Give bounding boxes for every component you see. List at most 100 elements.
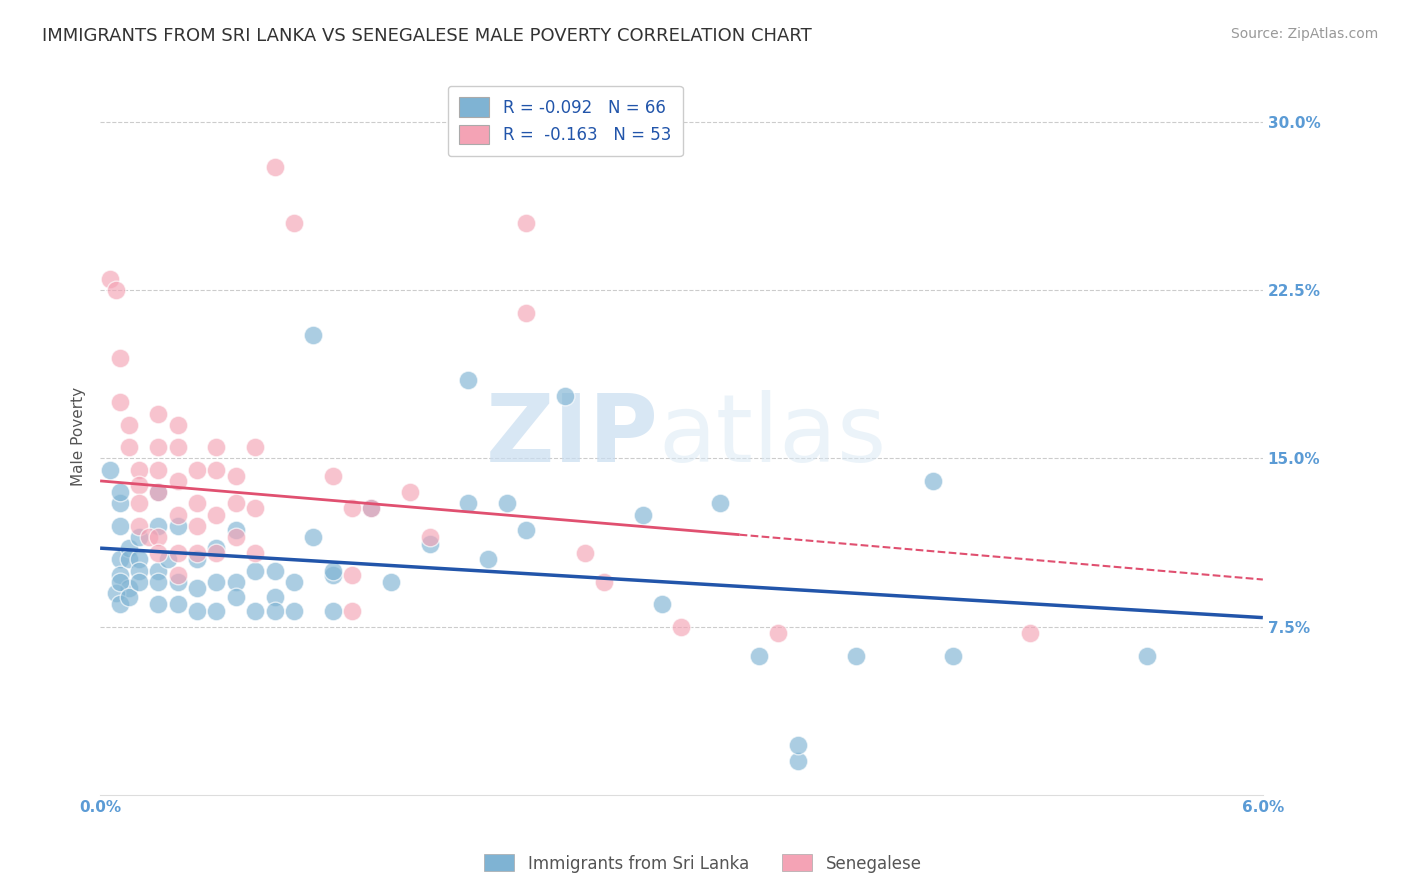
Point [786,754,808,768]
Point [128,518,150,533]
Point [128,574,150,589]
Point [108,518,131,533]
Point [148,485,170,500]
Point [148,564,170,578]
Point [138,530,160,544]
Point [419,536,441,550]
Point [225,469,247,483]
Point [186,604,208,618]
Point [148,530,170,544]
Point [166,568,188,582]
Point [148,597,170,611]
Point [118,541,141,556]
Point [1019,626,1042,640]
Point [186,496,208,510]
Point [340,500,363,515]
Text: IMMIGRANTS FROM SRI LANKA VS SENEGALESE MALE POVERTY CORRELATION CHART: IMMIGRANTS FROM SRI LANKA VS SENEGALESE … [42,27,811,45]
Point [263,564,285,578]
Point [128,530,150,544]
Point [108,485,131,500]
Point [496,496,519,510]
Point [108,496,131,510]
Point [98,463,121,477]
Point [243,500,266,515]
Point [225,523,247,537]
Point [651,597,673,611]
Point [118,417,141,432]
Point [128,463,150,477]
Point [108,395,131,409]
Point [128,478,150,492]
Point [322,469,344,483]
Point [108,552,131,566]
Point [322,604,344,618]
Point [166,417,188,432]
Point [118,591,141,605]
Point [205,440,228,454]
Point [186,546,208,560]
Point [283,216,305,230]
Point [942,648,965,663]
Point [148,574,170,589]
Point [166,546,188,560]
Point [166,574,188,589]
Point [283,574,305,589]
Point [205,508,228,522]
Point [263,591,285,605]
Point [166,440,188,454]
Point [399,485,422,500]
Point [225,530,247,544]
Y-axis label: Male Poverty: Male Poverty [72,386,86,485]
Text: atlas: atlas [658,390,886,482]
Legend: R = -0.092   N = 66, R =  -0.163   N = 53: R = -0.092 N = 66, R = -0.163 N = 53 [447,86,683,156]
Point [118,440,141,454]
Point [148,463,170,477]
Point [243,564,266,578]
Point [166,474,188,488]
Point [118,582,141,596]
Point [128,564,150,578]
Point [845,648,868,663]
Point [243,546,266,560]
Point [186,552,208,566]
Point [166,597,188,611]
Point [477,552,499,566]
Point [263,604,285,618]
Point [104,284,127,298]
Point [671,619,693,633]
Point [148,485,170,500]
Point [128,552,150,566]
Point [148,407,170,421]
Point [225,496,247,510]
Point [322,568,344,582]
Point [205,604,228,618]
Point [108,351,131,365]
Point [243,440,266,454]
Point [148,546,170,560]
Point [283,604,305,618]
Point [302,530,325,544]
Point [108,597,131,611]
Point [457,373,479,387]
Point [166,518,188,533]
Point [322,564,344,578]
Point [156,552,179,566]
Point [166,508,188,522]
Point [360,500,382,515]
Point [98,272,121,286]
Point [205,574,228,589]
Point [302,328,325,343]
Point [748,648,770,663]
Point [118,552,141,566]
Point [360,500,382,515]
Point [593,574,616,589]
Point [205,546,228,560]
Point [225,574,247,589]
Point [186,518,208,533]
Point [263,160,285,174]
Point [515,216,537,230]
Point [786,739,808,753]
Point [340,604,363,618]
Point [709,496,731,510]
Point [380,574,402,589]
